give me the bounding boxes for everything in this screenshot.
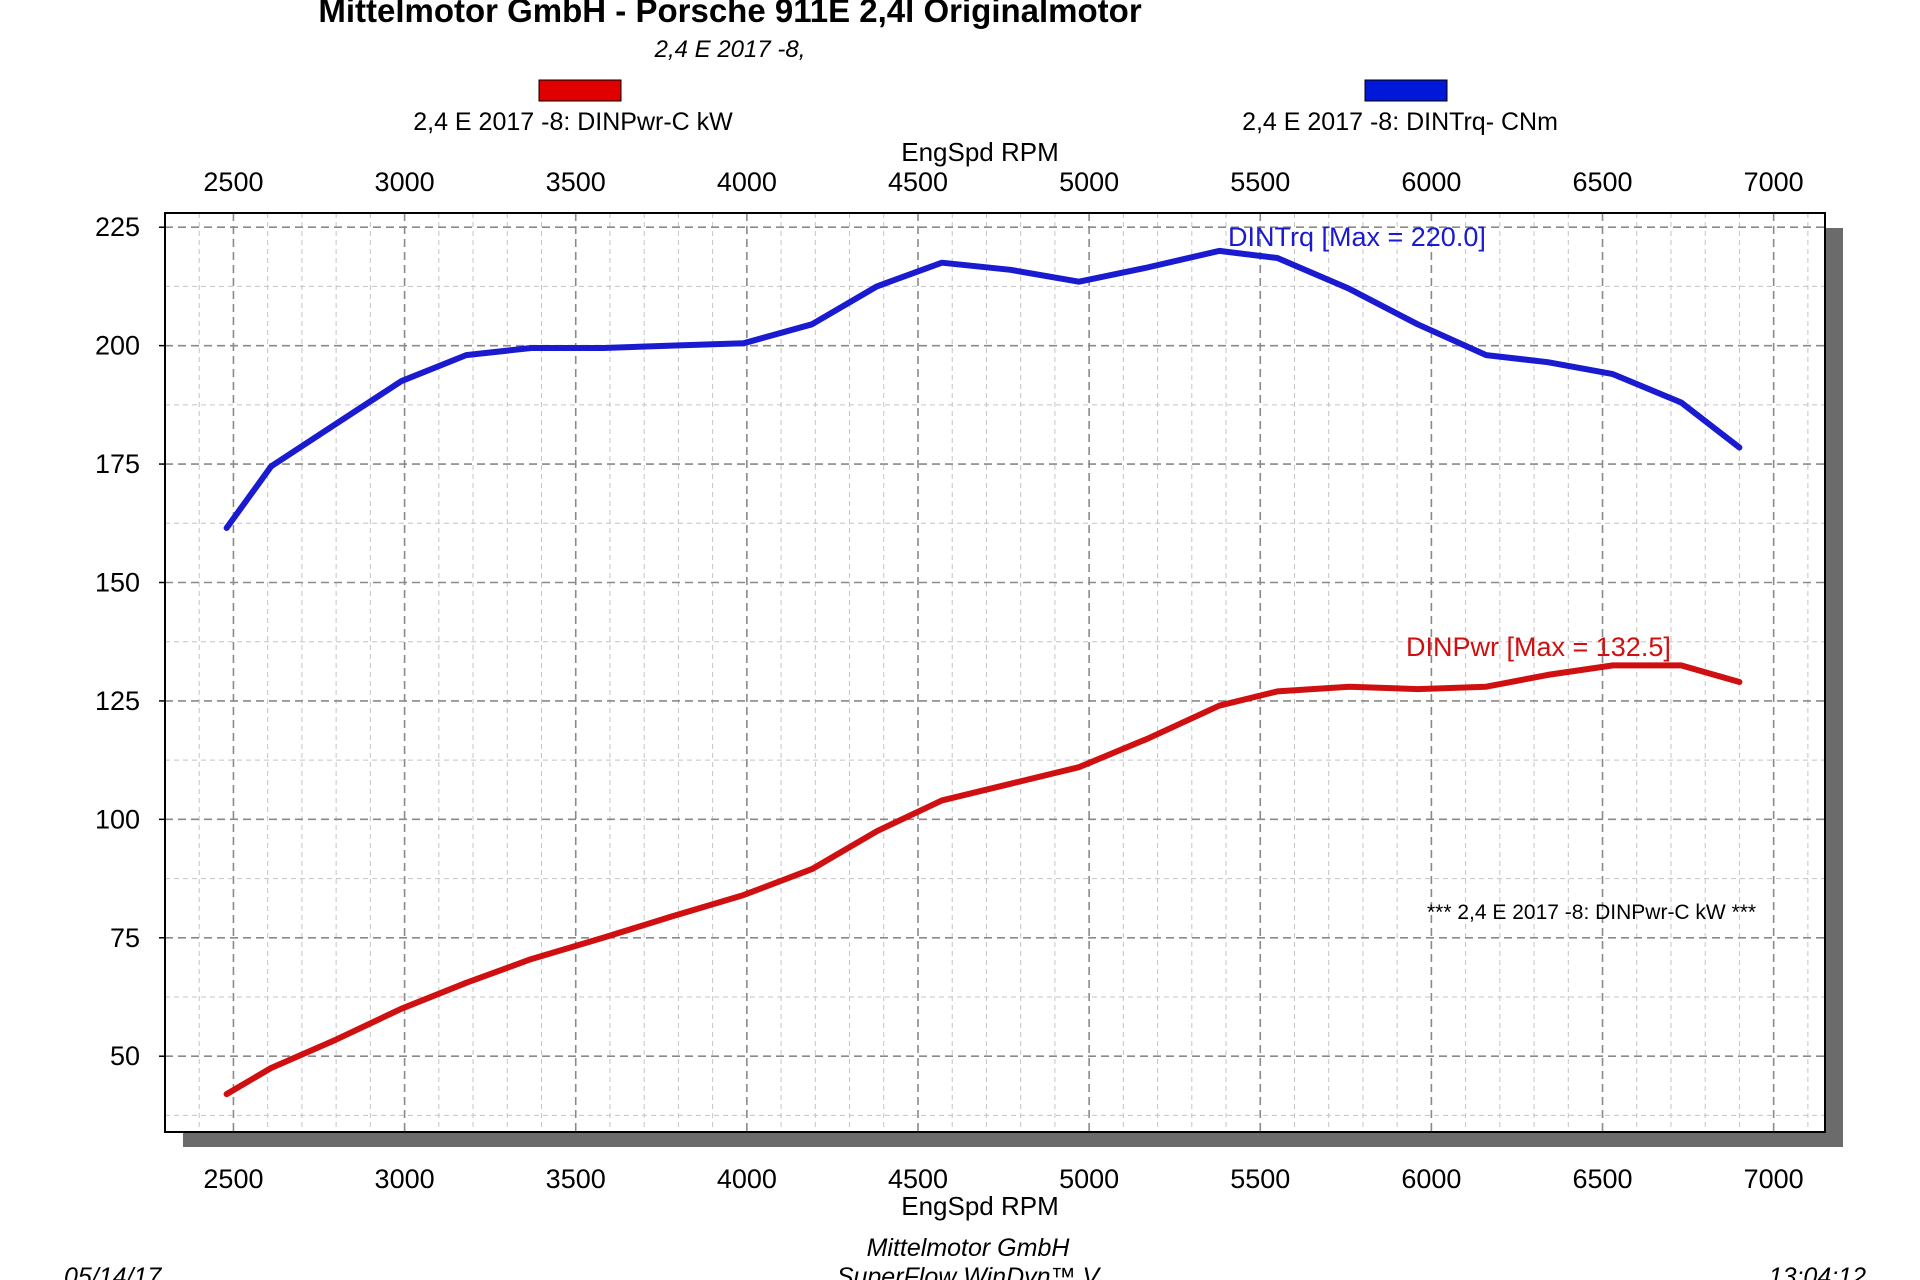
power-max-annotation: DINPwr [Max = 132.5] [1406, 632, 1671, 662]
x-tick-label-top: 4000 [717, 167, 777, 197]
footer-date: 05/14/17 [64, 1263, 162, 1280]
x-tick-label-bottom: 3000 [375, 1164, 435, 1194]
legend-swatch-torque [1364, 79, 1448, 102]
y-tick-label: 175 [95, 449, 140, 479]
chart-subtitle: 2,4 E 2017 -8, [654, 36, 806, 63]
x-tick-label-bottom: 5500 [1230, 1164, 1290, 1194]
y-tick-label: 225 [95, 212, 140, 242]
x-tick-label-top: 4500 [888, 167, 948, 197]
x-tick-label-bottom: 2500 [203, 1164, 263, 1194]
x-tick-label-top: 5000 [1059, 167, 1119, 197]
x-tick-label-bottom: 6500 [1572, 1164, 1632, 1194]
x-tick-label-bottom: 4500 [888, 1164, 948, 1194]
grid-lines [165, 213, 1825, 1132]
x-tick-label-top: 6000 [1401, 167, 1461, 197]
x-axis-title-top: EngSpd RPM [901, 137, 1059, 167]
series-note: *** 2,4 E 2017 -8: DINPwr-C kW *** [1427, 901, 1756, 924]
y-tick-label: 200 [95, 331, 140, 361]
torque-max-annotation: DINTrq [Max = 220.0] [1228, 222, 1486, 252]
chart-title: Mittelmotor GmbH - Porsche 911E 2,4l Ori… [318, 0, 1141, 29]
legend-swatch-power [538, 79, 622, 102]
footer-software: SuperFlow WinDyn™ V [837, 1263, 1102, 1280]
y-tick-label: 125 [95, 686, 140, 716]
x-tick-label-bottom: 7000 [1744, 1164, 1804, 1194]
x-tick-label-top: 5500 [1230, 167, 1290, 197]
y-tick-label: 75 [110, 923, 140, 953]
torque-series-line [223, 247, 1743, 531]
x-tick-label-top: 3500 [546, 167, 606, 197]
footer-time: 13:04:12 [1769, 1263, 1866, 1280]
x-tick-label-top: 7000 [1744, 167, 1804, 197]
legend-label-torque: 2,4 E 2017 -8: DINTrq- CNm [1242, 108, 1558, 136]
x-axis-title-bottom: EngSpd RPM [901, 1191, 1059, 1221]
x-tick-label-top: 6500 [1572, 167, 1632, 197]
x-tick-label-bottom: 4000 [717, 1164, 777, 1194]
power-series-line [223, 662, 1743, 1098]
y-tick-label: 50 [110, 1041, 140, 1071]
series-layer [223, 247, 1743, 1098]
footer-company: Mittelmotor GmbH [867, 1234, 1071, 1262]
y-tick-label: 100 [95, 804, 140, 834]
legend-label-power: 2,4 E 2017 -8: DINPwr-C kW [413, 108, 733, 136]
plot-frame [164, 212, 1826, 1133]
y-tick-label: 150 [95, 567, 140, 597]
x-tick-label-top: 3000 [375, 167, 435, 197]
x-tick-label-top: 2500 [203, 167, 263, 197]
x-tick-label-bottom: 3500 [546, 1164, 606, 1194]
x-tick-label-bottom: 5000 [1059, 1164, 1119, 1194]
axis-ticks: 2500 2500 3000 3000 3500 3500 4000 4000 4500 4500… [95, 167, 1804, 1194]
x-tick-label-bottom: 6000 [1401, 1164, 1461, 1194]
